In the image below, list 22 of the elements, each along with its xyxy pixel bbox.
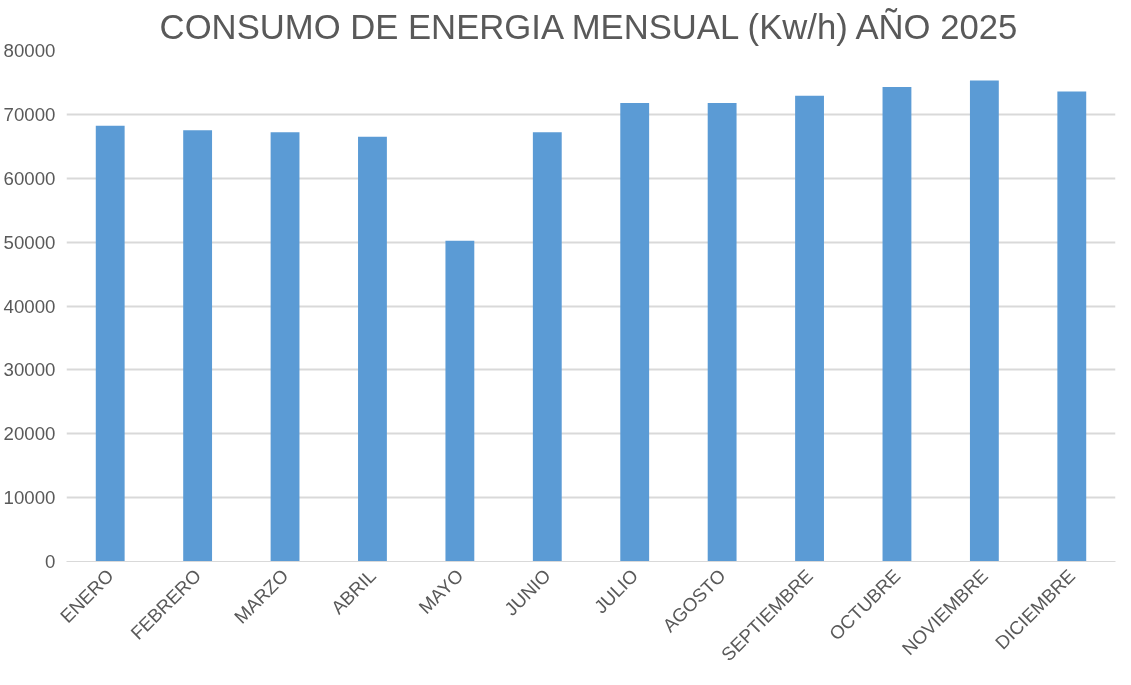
y-tick-label: 10000 [3,487,56,509]
y-tick-label: 70000 [3,103,56,125]
bar [445,240,475,562]
y-tick-label: 0 [45,551,56,572]
bar [183,130,213,562]
bar [358,136,387,562]
y-tick-label: 80000 [3,40,56,61]
y-tick-label: 20000 [3,423,56,445]
y-tick-label: 40000 [3,295,56,317]
bar [270,132,300,562]
bar [620,102,650,562]
y-tick-label: 30000 [3,359,56,381]
bar [532,132,562,562]
bar [1057,91,1087,562]
bar [795,95,824,562]
y-tick-label: 50000 [3,231,56,253]
chart-title: CONSUMO DE ENERGIA MENSUAL (Kw/h) AÑO 2025 [159,7,1018,46]
y-tick-label: 60000 [3,167,56,189]
bar [969,80,999,562]
bar [95,125,125,562]
bar [882,86,912,562]
bar [707,102,737,562]
